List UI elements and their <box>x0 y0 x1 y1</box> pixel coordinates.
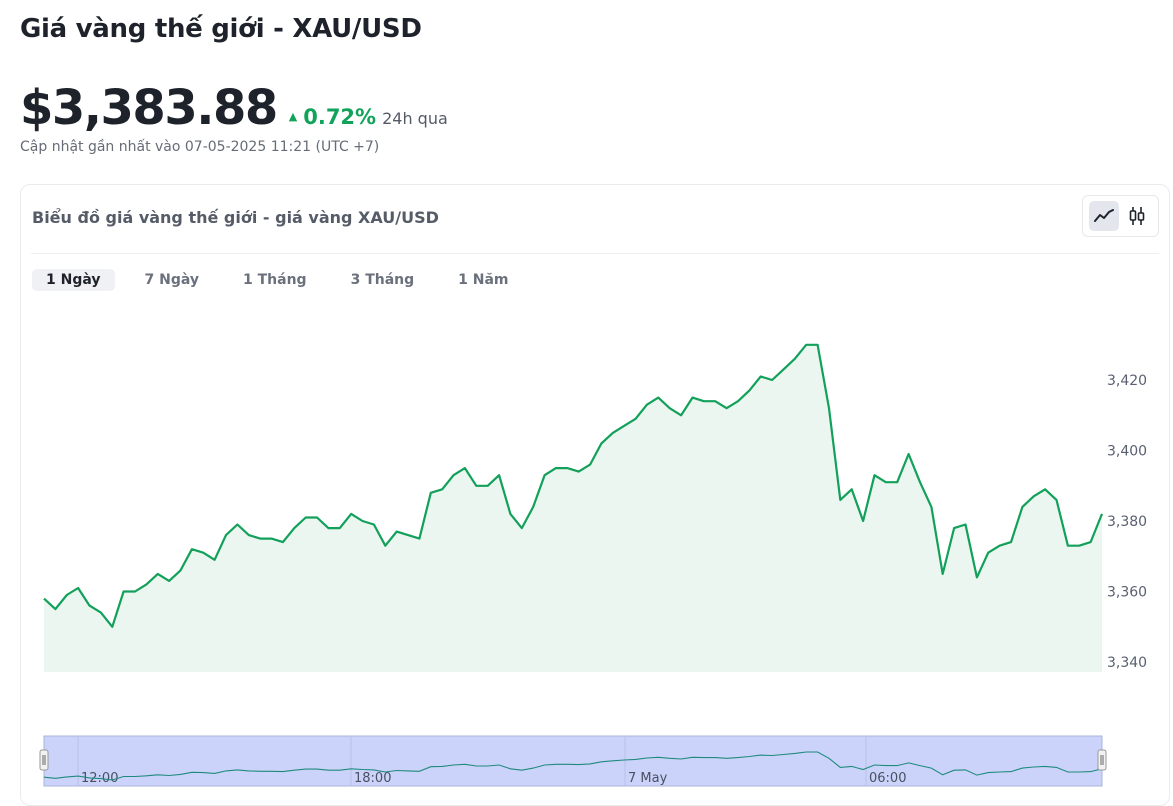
candlestick-chart-button[interactable] <box>1122 201 1152 231</box>
page-title: Giá vàng thế giới - XAU/USD <box>20 14 422 44</box>
navigator-series-line <box>43 751 1103 781</box>
tab-1-year[interactable]: 1 Năm <box>458 272 509 288</box>
range-tabs: 1 Ngày 7 Ngày 1 Tháng 3 Tháng 1 Năm <box>32 269 539 291</box>
caret-up-icon: ▲ <box>288 110 298 123</box>
line-chart-icon <box>1093 209 1114 222</box>
chart-card: Biểu đồ giá vàng thế giới - giá vàng XAU… <box>20 184 1170 806</box>
navigator-time-label: 06:00 <box>869 771 906 786</box>
y-tick-label: 3,360 <box>1107 585 1147 601</box>
line-chart-button[interactable] <box>1088 201 1119 231</box>
price-change: ▲ 0.72% <box>289 105 376 129</box>
last-updated: Cập nhật gần nhất vào 07-05-2025 11:21 (… <box>20 139 380 155</box>
card-divider <box>31 253 1159 254</box>
candlestick-icon <box>1129 207 1145 225</box>
navigator-left-handle[interactable] <box>39 749 49 771</box>
y-tick-label: 3,400 <box>1107 444 1147 460</box>
tab-1-month[interactable]: 1 Tháng <box>243 272 307 288</box>
price-area-fill <box>44 344 1102 672</box>
price-row: $3,383.88 ▲ 0.72% 24h qua <box>20 80 448 136</box>
navigator-selection[interactable] <box>43 735 1103 787</box>
range-navigator: 12:00 18:00 7 May 06:00 <box>39 735 1107 787</box>
tab-7-days[interactable]: 7 Ngày <box>144 272 200 288</box>
y-axis: 3,420 3,400 3,380 3,360 3,340 <box>1107 373 1147 671</box>
change-period: 24h qua <box>382 109 448 128</box>
chart-title: Biểu đồ giá vàng thế giới - giá vàng XAU… <box>32 208 439 227</box>
tab-3-months[interactable]: 3 Tháng <box>350 272 415 288</box>
current-price: $3,383.88 <box>20 80 278 136</box>
y-tick-label: 3,380 <box>1107 514 1147 530</box>
change-percent: 0.72% <box>303 105 377 129</box>
navigator-right-handle[interactable] <box>1097 749 1107 771</box>
chart-type-toggle <box>1082 195 1159 237</box>
navigator-time-label: 7 May <box>628 771 668 786</box>
y-tick-label: 3,420 <box>1107 373 1147 389</box>
price-line <box>43 343 1104 628</box>
main-chart-plot <box>43 343 1104 672</box>
y-tick-label: 3,340 <box>1107 655 1147 671</box>
navigator-time-label: 18:00 <box>354 771 391 786</box>
tab-1-day[interactable]: 1 Ngày <box>32 269 115 291</box>
